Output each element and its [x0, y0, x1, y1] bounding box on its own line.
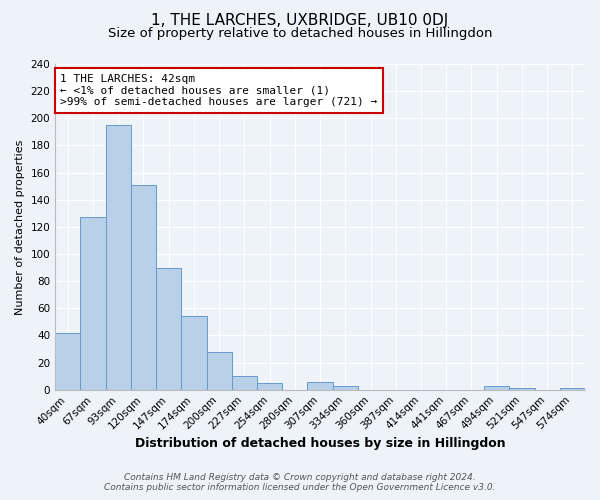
- Bar: [106, 125, 131, 390]
- Bar: [509, 388, 535, 390]
- Bar: [232, 376, 257, 390]
- Bar: [332, 386, 358, 390]
- Bar: [560, 388, 585, 390]
- Bar: [206, 352, 232, 390]
- Bar: [484, 386, 509, 390]
- Text: Size of property relative to detached houses in Hillingdon: Size of property relative to detached ho…: [108, 28, 492, 40]
- Y-axis label: Number of detached properties: Number of detached properties: [15, 139, 25, 314]
- Bar: [181, 316, 206, 390]
- Bar: [131, 185, 156, 390]
- Text: 1, THE LARCHES, UXBRIDGE, UB10 0DJ: 1, THE LARCHES, UXBRIDGE, UB10 0DJ: [151, 12, 449, 28]
- Text: 1 THE LARCHES: 42sqm
← <1% of detached houses are smaller (1)
>99% of semi-detac: 1 THE LARCHES: 42sqm ← <1% of detached h…: [61, 74, 378, 107]
- X-axis label: Distribution of detached houses by size in Hillingdon: Distribution of detached houses by size …: [135, 437, 505, 450]
- Bar: [55, 332, 80, 390]
- Bar: [307, 382, 332, 390]
- Bar: [80, 218, 106, 390]
- Bar: [257, 383, 282, 390]
- Text: Contains HM Land Registry data © Crown copyright and database right 2024.
Contai: Contains HM Land Registry data © Crown c…: [104, 473, 496, 492]
- Bar: [156, 268, 181, 390]
